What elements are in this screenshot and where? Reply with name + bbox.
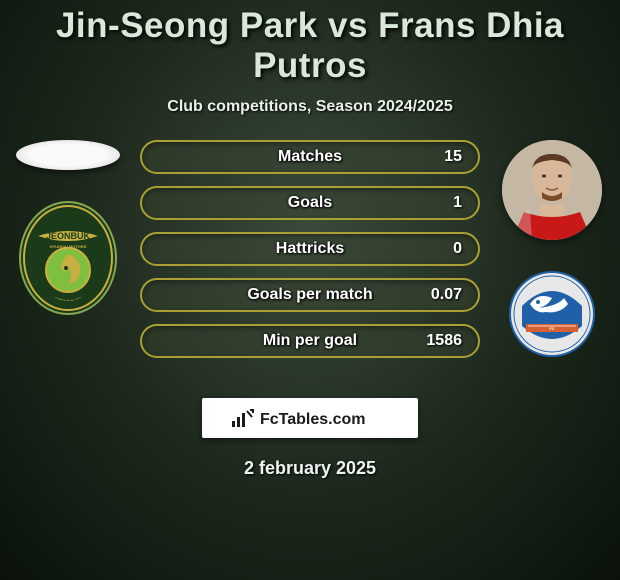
jeonbuk-badge-icon: JEONBUK HYUNDAI MOTORS 1994 (18, 198, 118, 318)
player-photo-icon (502, 140, 602, 240)
stat-value-right: 1 (453, 194, 462, 212)
club-right-badge-icon: FC (508, 270, 596, 358)
stat-bar: Goals per match 0.07 (140, 278, 480, 312)
page-title: Jin-Seong Park vs Frans Dhia Putros (0, 0, 620, 86)
stat-value-right: 0 (453, 240, 462, 258)
stat-value-right: 15 (444, 148, 462, 166)
stat-bar: Hattricks 0 (140, 232, 480, 266)
stat-label: Min per goal (263, 332, 357, 350)
stat-bars: Matches 15 Goals 1 Hattricks 0 Goals per… (140, 140, 480, 370)
svg-text:FcTables.com: FcTables.com (260, 411, 366, 428)
player-left-column: JEONBUK HYUNDAI MOTORS 1994 (8, 140, 128, 318)
player-right-avatar (502, 140, 602, 240)
stat-label: Goals per match (247, 286, 372, 304)
stat-label: Matches (278, 148, 342, 166)
stat-bar: Min per goal 1586 (140, 324, 480, 358)
player-left-avatar-placeholder (16, 140, 120, 170)
svg-text:JEONBUK: JEONBUK (46, 231, 91, 241)
svg-text:FC: FC (549, 326, 554, 331)
club-badge-right: FC (508, 270, 596, 358)
season-subtitle: Club competitions, Season 2024/2025 (0, 98, 620, 116)
stat-label: Goals (288, 194, 332, 212)
comparison-content: JEONBUK HYUNDAI MOTORS 1994 (0, 140, 620, 380)
fctables-logo-icon: FcTables.com (230, 407, 390, 429)
player-right-column: FC (492, 140, 612, 358)
stat-value-right: 0.07 (431, 286, 462, 304)
footer-brand-box: FcTables.com (202, 398, 418, 438)
svg-text:1994: 1994 (60, 296, 76, 303)
stat-label: Hattricks (276, 240, 344, 258)
footer-date: 2 february 2025 (0, 458, 620, 479)
stat-bar: Goals 1 (140, 186, 480, 220)
stat-bar: Matches 15 (140, 140, 480, 174)
club-badge-left: JEONBUK HYUNDAI MOTORS 1994 (18, 198, 118, 318)
stat-value-right: 1586 (426, 332, 462, 350)
